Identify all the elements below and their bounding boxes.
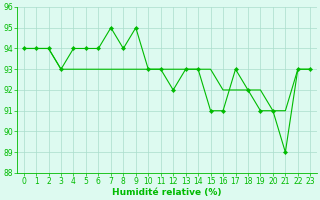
- X-axis label: Humidité relative (%): Humidité relative (%): [112, 188, 222, 197]
